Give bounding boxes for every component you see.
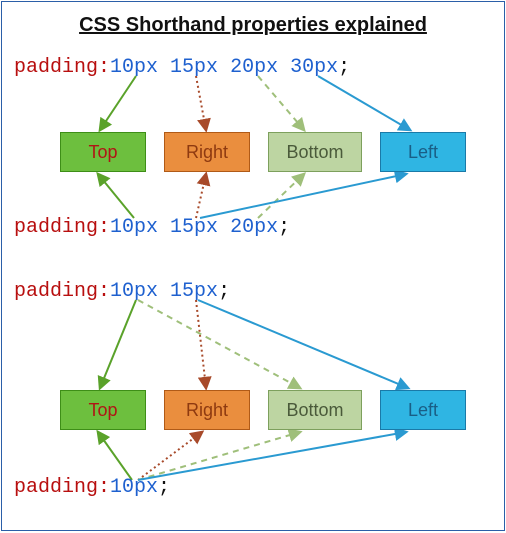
arrow: [196, 76, 206, 130]
box-label: Left: [408, 142, 438, 163]
code-line-l1: padding:10px 15px 20px 30px;: [14, 56, 350, 79]
semicolon: ;: [278, 216, 290, 239]
arrow: [100, 76, 136, 130]
value: 10px: [110, 280, 158, 303]
arrow: [138, 300, 300, 388]
diagram-canvas: CSS Shorthand properties explained paddi…: [1, 1, 505, 531]
code-line-l4: padding:10px;: [14, 476, 170, 499]
arrow: [100, 300, 136, 388]
arrow: [258, 76, 304, 130]
arrow: [258, 174, 304, 218]
value: 15px: [170, 56, 218, 79]
box-label: Top: [88, 142, 117, 163]
box-row-row2: Top Right Bottom Left: [60, 390, 484, 430]
box-label: Bottom: [286, 400, 343, 421]
value: 30px: [290, 56, 338, 79]
value: 15px: [170, 216, 218, 239]
arrow-layer: [2, 2, 504, 530]
value: 20px: [230, 216, 278, 239]
box-label: Right: [186, 142, 228, 163]
arrow: [98, 174, 134, 218]
box-top: Top: [60, 390, 146, 430]
box-label: Bottom: [286, 142, 343, 163]
arrow: [198, 300, 408, 388]
arrow: [138, 432, 406, 480]
diagram-title: CSS Shorthand properties explained: [2, 14, 504, 37]
box-label: Left: [408, 400, 438, 421]
keyword: padding:: [14, 216, 110, 239]
box-right: Right: [164, 390, 250, 430]
semicolon: ;: [158, 476, 170, 499]
value: 15px: [170, 280, 218, 303]
arrow: [196, 300, 206, 388]
keyword: padding:: [14, 56, 110, 79]
arrow: [98, 432, 132, 480]
value: 10px: [110, 476, 158, 499]
keyword: padding:: [14, 280, 110, 303]
box-right: Right: [164, 132, 250, 172]
semicolon: ;: [338, 56, 350, 79]
value: 10px: [110, 56, 158, 79]
keyword: padding:: [14, 476, 110, 499]
box-bottom: Bottom: [268, 132, 362, 172]
semicolon: ;: [218, 280, 230, 303]
box-left: Left: [380, 132, 466, 172]
arrow: [138, 432, 300, 480]
code-line-l3: padding:10px 15px;: [14, 280, 230, 303]
box-row-row1: Top Right Bottom Left: [60, 132, 484, 172]
arrow: [318, 76, 410, 130]
arrow: [196, 174, 206, 218]
arrow: [138, 432, 202, 480]
code-line-l2: padding:10px 15px 20px;: [14, 216, 290, 239]
arrow: [200, 174, 406, 218]
box-bottom: Bottom: [268, 390, 362, 430]
box-label: Right: [186, 400, 228, 421]
box-left: Left: [380, 390, 466, 430]
value: 20px: [230, 56, 278, 79]
box-label: Top: [88, 400, 117, 421]
value: 10px: [110, 216, 158, 239]
box-top: Top: [60, 132, 146, 172]
